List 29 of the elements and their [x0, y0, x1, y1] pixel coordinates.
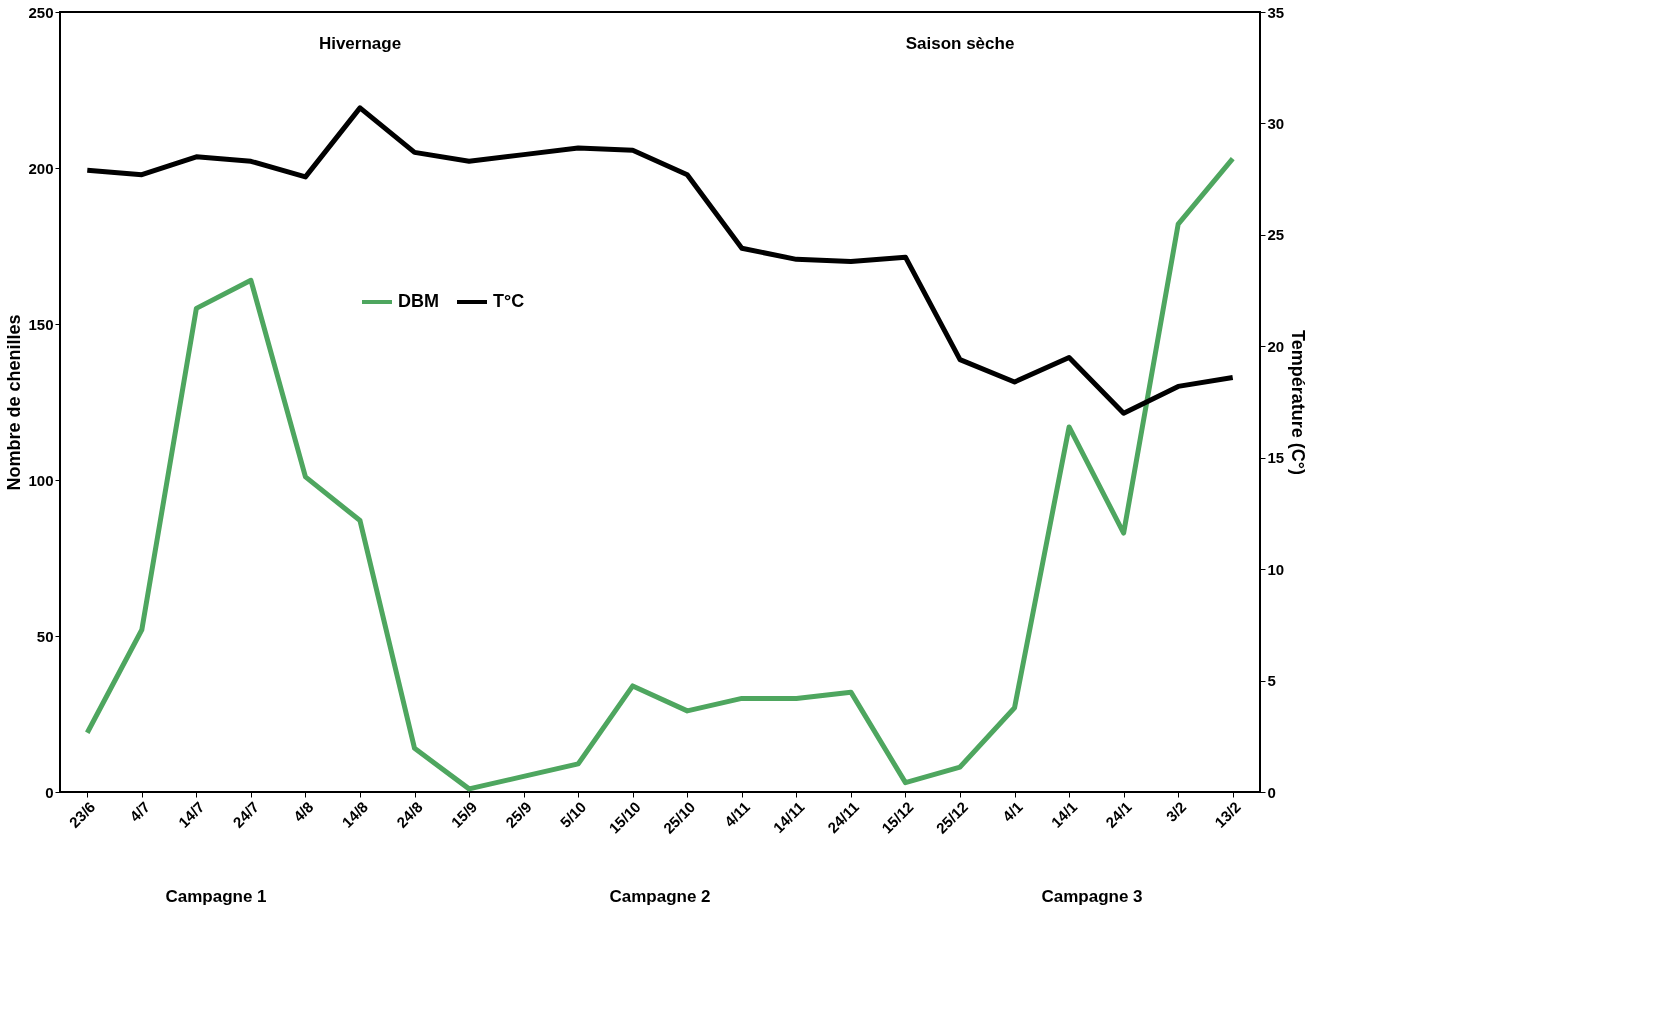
- y-tick-label: 250: [28, 3, 54, 21]
- y2-tick-label: 10: [1267, 560, 1285, 578]
- text: Campagne 3: [1041, 887, 1143, 906]
- legend-label: DBM: [398, 291, 439, 311]
- y2-tick-label: 15: [1267, 449, 1285, 467]
- y2-tick-label: 0: [1267, 783, 1276, 801]
- annotation: Saison sèche: [905, 34, 1015, 53]
- x-tick-label: 4/7: [126, 798, 153, 825]
- x-tick-label: 4/1: [998, 798, 1026, 825]
- y-tick-label: 50: [36, 627, 54, 645]
- x-tick-label: 14/1: [1047, 798, 1081, 831]
- annotation: Hivernage: [318, 34, 402, 53]
- x-tick-label: 4/8: [289, 798, 317, 825]
- y2-tick-label: 35: [1267, 3, 1285, 21]
- y-tick-label: 150: [28, 315, 54, 333]
- x-tick-label: 3/2: [1162, 798, 1190, 825]
- y2-axis-title: Température (C°): [1288, 330, 1309, 475]
- text: Campagne 1: [165, 887, 267, 906]
- y-tick-label: 200: [28, 159, 54, 177]
- text: Campagne 2: [609, 887, 711, 906]
- y2-tick-label: 20: [1267, 337, 1285, 355]
- y2-tick-label: 25: [1267, 226, 1285, 244]
- legend-label: T°C: [493, 291, 525, 311]
- x-tick-label: 4/11: [720, 798, 753, 831]
- y-tick-label: 0: [45, 783, 54, 801]
- y2-tick-label: 5: [1267, 672, 1276, 690]
- y2-tick-label: 30: [1267, 114, 1285, 132]
- y-tick-label: 100: [28, 471, 54, 489]
- y-axis-title: Nombre de chenilles: [4, 314, 25, 491]
